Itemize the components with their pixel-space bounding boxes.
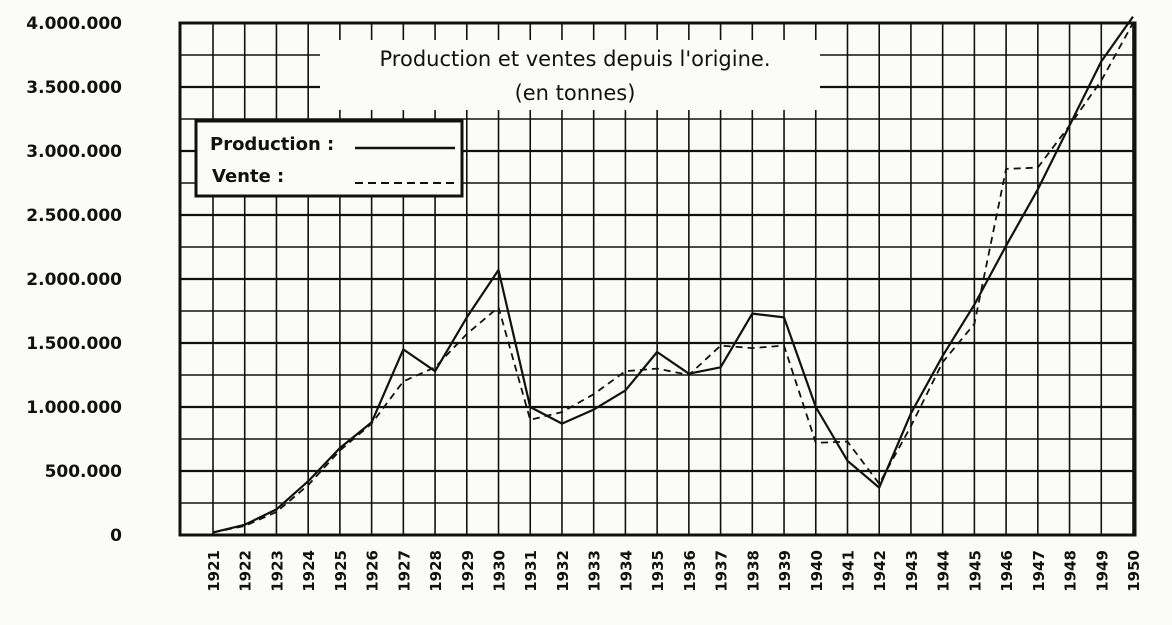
y-tick-label: 0 (110, 526, 122, 546)
title-background (320, 40, 820, 110)
x-tick-label: 1933 (586, 550, 604, 592)
legend-label-vente: Vente : (212, 166, 284, 187)
legend: Production : Vente : (194, 119, 464, 198)
y-axis-ticks: 0 500.000 1.000.000 1.500.000 2.000.000 2.500… (26, 14, 122, 546)
title-block: Production et ventes depuis l'origine. (… (320, 40, 820, 110)
y-tick-label: 2.500.000 (26, 206, 122, 226)
y-tick-label: 3.000.000 (26, 142, 122, 162)
x-tick-label: 1947 (1030, 550, 1048, 592)
x-tick-label: 1946 (998, 550, 1016, 592)
y-tick-label: 1.500.000 (26, 334, 122, 354)
chart-title: Production et ventes depuis l'origine. (380, 47, 771, 71)
x-tick-label: 1942 (871, 550, 889, 592)
x-tick-label: 1929 (459, 550, 477, 592)
x-tick-label: 1926 (364, 550, 382, 592)
series-line-production (212, 15, 1134, 534)
x-tick-label: 1943 (903, 550, 921, 592)
x-tick-label: 1930 (491, 550, 509, 592)
y-tick-label: 500.000 (45, 462, 123, 482)
x-tick-label: 1923 (268, 550, 286, 592)
plot-border (178, 21, 1137, 537)
x-tick-label: 1936 (681, 550, 699, 592)
y-tick-label: 4.000.000 (26, 14, 122, 34)
y-tick-label: 2.000.000 (26, 270, 122, 290)
x-tick-label: 1922 (237, 550, 255, 592)
legend-label-production: Production : (210, 134, 334, 155)
legend-box (194, 119, 464, 198)
x-axis-ticks: 1921 1922 1923 1924 1925 1926 1927 1928 1929 1930… (205, 550, 1143, 592)
x-tick-label: 1948 (1062, 550, 1080, 592)
x-tick-label: 1925 (332, 550, 350, 592)
x-tick-label: 1949 (1093, 550, 1111, 592)
x-tick-label: 1927 (395, 550, 413, 592)
x-tick-label: 1945 (966, 550, 984, 592)
x-tick-label: 1931 (522, 550, 540, 592)
x-tick-label: 1944 (935, 550, 953, 592)
x-tick-label: 1932 (554, 550, 572, 592)
chart-subtitle: (en tonnes) (515, 81, 636, 105)
x-tick-label: 1950 (1125, 550, 1143, 592)
x-tick-label: 1928 (427, 550, 445, 592)
y-tick-label: 3.500.000 (26, 78, 122, 98)
series-line-vente (212, 22, 1134, 534)
series-layer (212, 15, 1134, 534)
x-tick-label: 1938 (744, 550, 762, 592)
y-tick-label: 1.000.000 (26, 398, 122, 418)
x-tick-label: 1940 (808, 550, 826, 592)
x-tick-label: 1937 (713, 550, 731, 592)
x-tick-label: 1939 (776, 550, 794, 592)
x-tick-label: 1941 (839, 550, 857, 592)
x-tick-label: 1934 (617, 550, 635, 592)
x-tick-label: 1921 (205, 550, 223, 592)
x-tick-label: 1935 (649, 550, 667, 592)
x-tick-label: 1924 (300, 550, 318, 592)
